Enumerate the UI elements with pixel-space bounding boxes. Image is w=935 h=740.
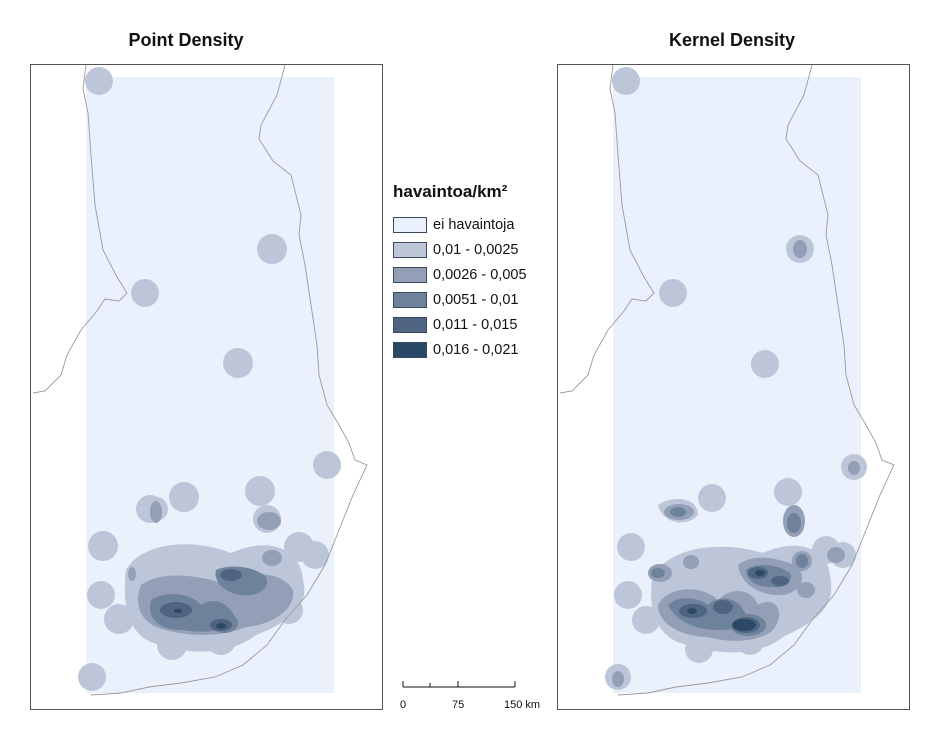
legend-label: ei havaintoja [433,216,515,233]
legend-swatch [393,266,427,283]
legend-item: 0,01 - 0,0025 [393,237,527,262]
point-density-title: Point Density [128,30,244,50]
country-border [559,65,895,696]
legend-label: 0,011 - 0,015 [433,316,518,333]
density-blobs [605,67,867,690]
scale-label-0: 0 [400,699,406,711]
country-border [32,65,368,696]
legend-label: 0,016 - 0,021 [433,341,519,358]
legend-item: 0,016 - 0,021 [393,337,527,362]
legend-item: 0,0051 - 0,01 [393,287,527,312]
scale-label-75: 75 [452,699,464,711]
scale-label-150: 150 km [504,699,540,711]
legend-swatch [393,216,427,233]
legend-swatch [393,341,427,358]
point-density-map-svg [32,65,368,696]
kernel-density-title: Kernel Density [668,30,796,50]
kernel-density-map [557,64,910,710]
legend-label: 0,01 - 0,0025 [433,241,519,258]
legend-swatch [393,291,427,308]
legend-item: 0,0026 - 0,005 [393,262,527,287]
density-blobs [78,67,341,691]
legend-title: havaintoa/km² [393,182,508,201]
scale-bar: 0 75 150 km [400,681,540,711]
legend-label: 0,0026 - 0,005 [433,266,527,283]
legend: havaintoa/km² ei havaintoja 0,01 - 0,002… [393,182,527,362]
legend-item: 0,011 - 0,015 [393,312,527,337]
legend-item: ei havaintoja [393,212,527,237]
legend-label: 0,0051 - 0,01 [433,291,519,308]
legend-swatch [393,316,427,333]
legend-swatch [393,241,427,258]
point-density-map [30,64,383,710]
kernel-density-map-svg [559,65,895,696]
